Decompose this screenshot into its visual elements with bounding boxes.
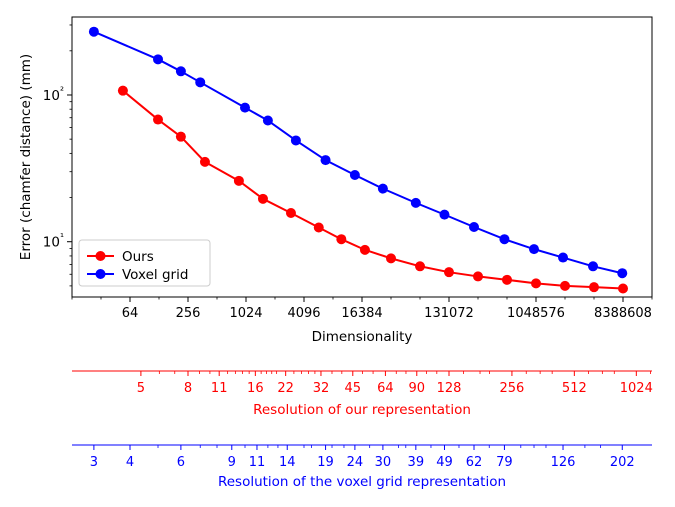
y-tick-label: 10¹	[43, 233, 64, 251]
resolution-tick-label: 30	[375, 455, 392, 470]
resolution-tick-label: 22	[277, 381, 294, 396]
data-point-voxel-grid	[195, 77, 206, 88]
data-point-ours	[560, 280, 570, 291]
data-point-voxel-grid	[88, 26, 99, 37]
series-layer	[88, 26, 628, 294]
x-tick-label: 16384	[341, 306, 382, 321]
resolution-tick-label: 126	[551, 455, 576, 470]
data-point-ours	[117, 85, 128, 96]
data-point-ours	[233, 175, 244, 186]
x-tick-label: 8388608	[594, 306, 652, 321]
resolution-tick-label: 9	[228, 455, 236, 470]
resolution-tick-label: 1024	[620, 381, 653, 396]
x-tick-label: 256	[176, 306, 201, 321]
resolution-tick-label: 64	[377, 381, 394, 396]
data-point-voxel-grid	[320, 155, 331, 166]
data-point-voxel-grid	[175, 66, 186, 77]
resolution-ours-axis-label: Resolution of our representation	[253, 402, 471, 418]
resolution-tick-label: 16	[247, 381, 264, 396]
legend-label-voxel-grid: Voxel grid	[122, 267, 188, 283]
x-tick-label: 131072	[424, 306, 474, 321]
resolution-tick-label: 128	[437, 381, 462, 396]
data-point-ours	[415, 261, 425, 272]
legend-label-ours: Ours	[122, 249, 154, 265]
data-point-voxel-grid	[529, 244, 540, 255]
data-point-ours	[359, 244, 370, 255]
data-point-ours	[473, 271, 483, 282]
data-point-voxel-grid	[349, 169, 360, 180]
y-tick-label: 10²	[43, 86, 64, 104]
data-point-voxel-grid	[153, 54, 164, 65]
resolution-voxel-axis: 3 4 6 9 11 14 19 24 30 39 49 62 79 126 202 Resolution …	[72, 444, 652, 490]
resolution-voxel-axis-label: Resolution of the voxel grid representat…	[218, 474, 506, 490]
data-point-ours	[502, 274, 512, 285]
series-line-voxel-grid	[93, 30, 623, 275]
resolution-tick-label: 62	[466, 455, 483, 470]
resolution-ours-axis: 581116223245649012825651210242048 Resolu…	[72, 370, 653, 418]
data-point-voxel-grid	[290, 135, 301, 146]
x-axis-label: Dimensionality	[312, 329, 413, 345]
y-axis-ticks: 10¹ 10²	[43, 24, 72, 287]
resolution-tick-label: 14	[279, 455, 296, 470]
data-point-voxel-grid	[588, 261, 599, 272]
resolution-tick-label: 4	[126, 455, 134, 470]
data-point-voxel-grid	[617, 268, 628, 279]
resolution-voxel-ticks: 3 4 6 9 11 14 19 24 30 39 49 62 79 126 202	[90, 445, 635, 470]
resolution-tick-label: 49	[436, 455, 453, 470]
data-point-voxel-grid	[558, 252, 569, 263]
data-point-voxel-grid	[240, 102, 251, 113]
data-point-voxel-grid	[469, 221, 480, 232]
resolution-tick-label: 39	[408, 455, 425, 470]
resolution-tick-label: 8	[184, 381, 192, 396]
resolution-tick-label: 512	[562, 381, 587, 396]
data-point-ours	[336, 234, 347, 245]
data-point-ours	[386, 253, 396, 264]
resolution-tick-label: 3	[90, 455, 98, 470]
resolution-tick-label: 79	[496, 455, 513, 470]
resolution-tick-label: 202	[610, 455, 635, 470]
data-point-voxel-grid	[439, 209, 450, 220]
resolution-tick-label: 6	[177, 455, 185, 470]
y-axis-label: Error (chamfer distance) (mm)	[18, 54, 34, 260]
data-point-voxel-grid	[499, 234, 510, 245]
x-tick-label: 1048576	[507, 306, 565, 321]
resolution-tick-label: 19	[317, 455, 334, 470]
data-point-ours	[618, 283, 628, 294]
data-point-ours	[531, 278, 541, 289]
resolution-tick-label: 24	[347, 455, 364, 470]
resolution-tick-label: 256	[500, 381, 525, 396]
data-point-ours	[313, 222, 324, 233]
data-point-ours	[199, 156, 210, 167]
data-point-voxel-grid	[377, 183, 388, 194]
x-axis-ticks: 64 256 1024 4096 16384 131072 1048576 8388608	[71, 297, 653, 321]
resolution-tick-label: 45	[345, 381, 362, 396]
resolution-tick-label: 90	[409, 381, 426, 396]
x-tick-label: 64	[122, 306, 139, 321]
legend-marker-ours	[95, 251, 106, 261]
data-point-ours	[285, 207, 296, 218]
data-point-voxel-grid	[262, 115, 273, 126]
data-point-ours	[153, 114, 164, 125]
resolution-tick-label: 32	[313, 381, 330, 396]
x-tick-label: 4096	[287, 306, 320, 321]
resolution-ours-ticks: 581116223245649012825651210242048	[137, 371, 653, 396]
plot-area: 64 256 1024 4096 16384 131072 1048576 8388608 1…	[43, 16, 653, 321]
x-tick-label: 1024	[229, 306, 262, 321]
resolution-tick-label: 11	[249, 455, 266, 470]
resolution-tick-label: 5	[137, 381, 145, 396]
data-point-ours	[589, 282, 599, 293]
data-point-ours	[444, 267, 454, 278]
resolution-tick-label: 11	[211, 381, 228, 396]
legend-marker-voxel-grid	[95, 269, 106, 279]
legend: Ours Voxel grid	[78, 239, 211, 287]
data-point-ours	[257, 193, 268, 204]
data-point-voxel-grid	[410, 197, 421, 208]
data-point-ours	[175, 131, 186, 142]
